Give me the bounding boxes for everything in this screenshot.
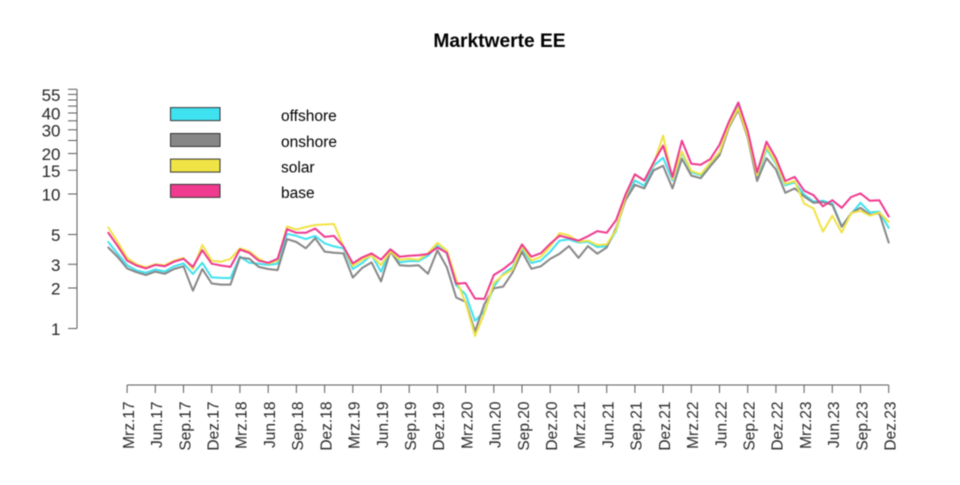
svg-text:Mrz.20: Mrz.20 — [459, 401, 476, 449]
svg-text:base: base — [281, 185, 315, 202]
svg-text:onshore: onshore — [281, 134, 337, 151]
svg-text:Sep.22: Sep.22 — [742, 402, 759, 451]
svg-text:Sep.23: Sep.23 — [854, 402, 871, 451]
svg-text:offshore: offshore — [281, 108, 337, 125]
svg-text:30: 30 — [42, 121, 61, 140]
svg-text:Jun.18: Jun.18 — [262, 402, 279, 449]
svg-text:Jun.22: Jun.22 — [713, 402, 730, 449]
svg-text:5: 5 — [51, 226, 60, 245]
svg-text:Sep.17: Sep.17 — [177, 402, 194, 451]
svg-text:Jun.20: Jun.20 — [488, 401, 505, 448]
svg-text:2: 2 — [51, 280, 60, 299]
svg-text:Sep.18: Sep.18 — [290, 402, 307, 451]
svg-text:10: 10 — [42, 186, 61, 205]
svg-text:Jun.17: Jun.17 — [149, 402, 166, 449]
svg-text:Dez.21: Dez.21 — [657, 402, 674, 451]
svg-text:Sep.20: Sep.20 — [516, 401, 533, 451]
svg-text:Mrz.22: Mrz.22 — [685, 402, 702, 449]
svg-text:Mrz.23: Mrz.23 — [798, 402, 815, 449]
svg-text:Sep.21: Sep.21 — [629, 402, 646, 451]
svg-text:Mrz.21: Mrz.21 — [572, 402, 589, 449]
svg-text:Mrz.17: Mrz.17 — [121, 402, 138, 449]
svg-text:Dez.18: Dez.18 — [318, 402, 335, 451]
svg-text:Dez.22: Dez.22 — [770, 402, 787, 451]
svg-text:Jun.21: Jun.21 — [601, 402, 618, 449]
svg-text:Dez.19: Dez.19 — [431, 402, 448, 451]
svg-text:55: 55 — [42, 86, 61, 105]
svg-text:Mrz.18: Mrz.18 — [234, 402, 251, 449]
svg-text:15: 15 — [42, 162, 61, 181]
svg-text:Mrz.19: Mrz.19 — [347, 402, 364, 449]
svg-text:Jun.23: Jun.23 — [826, 402, 843, 449]
svg-text:solar: solar — [281, 160, 315, 177]
svg-text:Jun.19: Jun.19 — [375, 402, 392, 449]
svg-text:1: 1 — [51, 320, 60, 339]
svg-text:Dez.20: Dez.20 — [544, 401, 561, 450]
svg-text:20: 20 — [42, 145, 61, 164]
svg-text:Dez.23: Dez.23 — [883, 402, 900, 451]
svg-text:3: 3 — [51, 256, 60, 275]
svg-text:40: 40 — [42, 105, 61, 124]
svg-text:Dez.17: Dez.17 — [206, 402, 223, 451]
svg-text:Sep.19: Sep.19 — [403, 402, 420, 451]
svg-text:Marktwerte EE: Marktwerte EE — [433, 31, 565, 52]
